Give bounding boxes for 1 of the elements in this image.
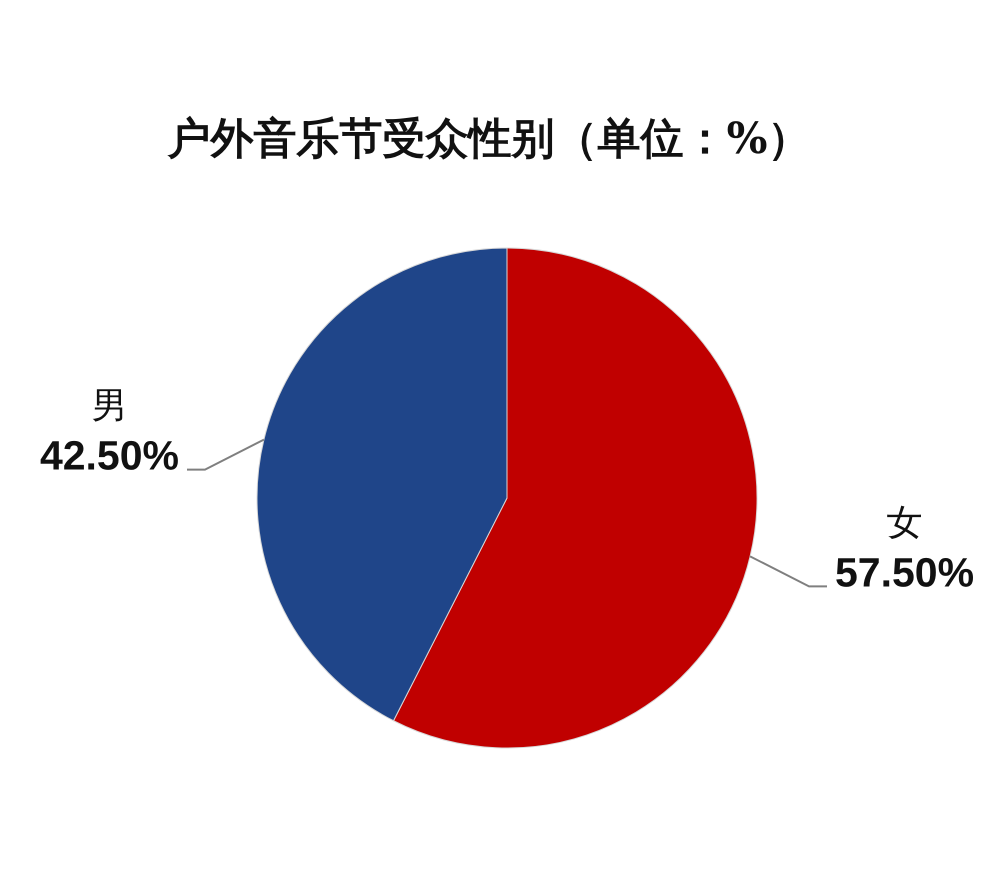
title: 户外音乐节受众性别（单位：%） [168, 114, 810, 164]
